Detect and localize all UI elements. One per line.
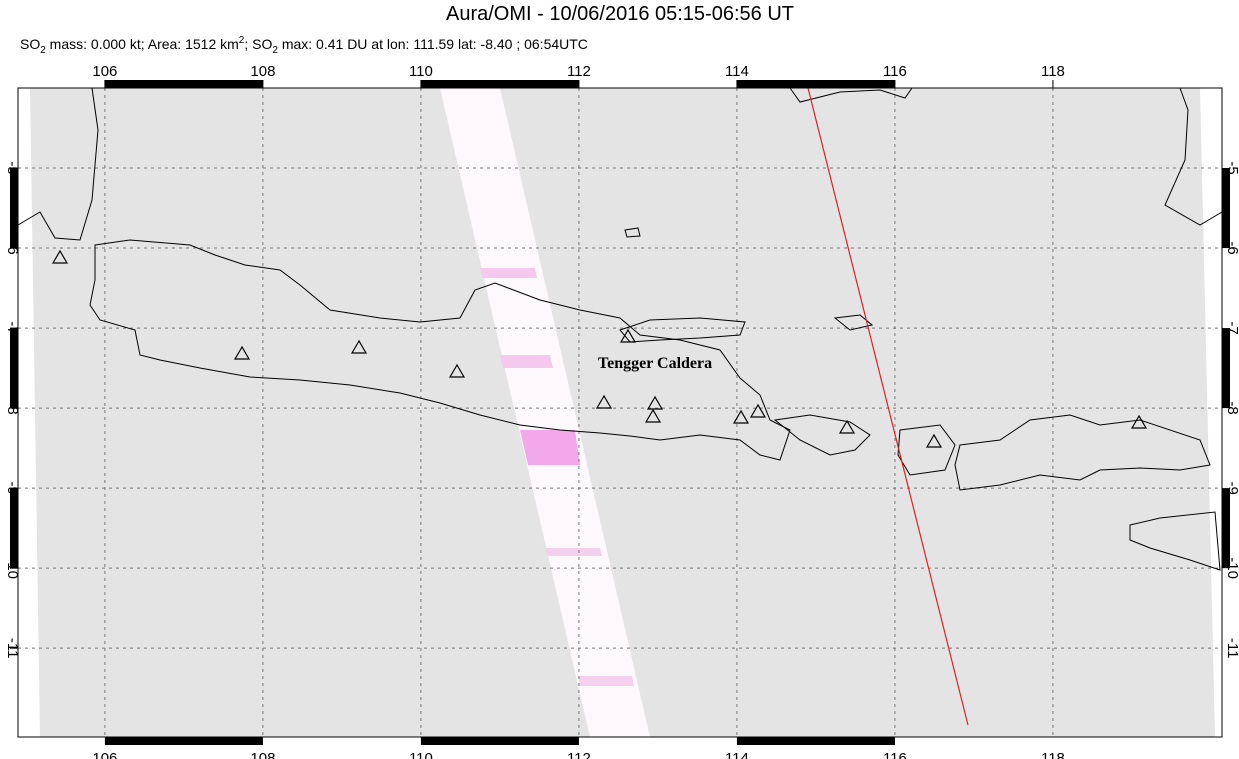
lat-tick-label: -11 [4, 638, 21, 659]
swath [440, 88, 650, 737]
lon-tick-label: 116 [883, 63, 907, 80]
frame-bar [10, 488, 18, 569]
volcanoes [51, 249, 1148, 448]
frame-bar [1222, 488, 1230, 569]
volcano [646, 395, 664, 410]
lon-tick-label: 110 [409, 750, 433, 759]
volcano [925, 433, 943, 448]
volcano-label: Tengger Caldera [598, 355, 712, 372]
lon-tick-label: 112 [567, 63, 591, 80]
frame-bar [420, 80, 579, 88]
lat-tick-label: -8 [1224, 401, 1239, 414]
lombok [897, 424, 956, 476]
lat-tick-label: -5 [4, 161, 21, 174]
subtitle-part: ; SO [244, 36, 272, 52]
swath-pixel [545, 548, 602, 556]
sumbawa [954, 414, 1211, 491]
lat-tick-label: -8 [4, 401, 21, 414]
frame-bar [104, 737, 263, 745]
frame-bar [420, 737, 579, 745]
grid [18, 88, 1222, 737]
lon-tick-label: 106 [92, 63, 117, 80]
volcano [732, 409, 750, 424]
sumatra [17, 87, 99, 241]
frame-bar [1222, 168, 1230, 249]
lon-tick-label: 114 [725, 63, 749, 80]
bali [773, 414, 871, 456]
swath-gap [18, 88, 40, 737]
subtitle-part: max: 0.41 DU at lon: 111.59 lat: -8.40 ;… [278, 36, 588, 52]
java [89, 239, 791, 461]
subtitle: SO2 mass: 0.000 kt; Area: 1512 km2; SO2 … [20, 35, 588, 56]
volcano [1130, 414, 1148, 429]
lon-tick-label: 118 [1041, 63, 1065, 80]
volcano [749, 403, 767, 418]
coastlines [17, 87, 1223, 571]
subtitle-part: mass: 0.000 kt; Area: 1512 km [46, 36, 239, 52]
lon-tick-label: 118 [1041, 750, 1065, 759]
volcano [595, 394, 613, 409]
lat-tick-label: -6 [4, 241, 21, 254]
lat-tick-label: -11 [1224, 638, 1239, 659]
sumba [1129, 511, 1221, 571]
lon-tick-label: 114 [725, 750, 749, 759]
madura [619, 317, 746, 343]
title: Aura/OMI - 10/06/2016 05:15-06:56 UT [446, 3, 794, 25]
lat-tick-label: -9 [1224, 481, 1239, 494]
swath-pixel [578, 676, 634, 686]
subtitle-part: SO [20, 36, 40, 52]
frame-bar [10, 328, 18, 409]
lon-tick-label: 112 [567, 750, 591, 759]
frame-bar [10, 168, 18, 249]
frame-border [17, 87, 1223, 738]
frame-bar [104, 80, 263, 88]
volcano [644, 408, 662, 423]
volcano [448, 363, 466, 378]
orbit-track [807, 87, 969, 726]
lon-tick-label: 106 [92, 750, 117, 759]
subtitle-sub: 2 [272, 45, 278, 56]
lon-tick-label: 116 [883, 750, 907, 759]
sulawesi [1164, 87, 1223, 226]
lat-tick-label: -10 [1224, 557, 1239, 579]
island [624, 227, 641, 238]
kalimantan [789, 87, 913, 103]
lat-tick-label: -7 [4, 321, 21, 334]
lon-tick-label: 108 [250, 750, 275, 759]
frame-bar [736, 737, 895, 745]
frame-bar [1222, 328, 1230, 409]
island [833, 314, 874, 331]
swath-gap [1200, 88, 1222, 737]
lat-tick-label: -10 [4, 557, 21, 579]
lat-tick-label: -6 [1224, 241, 1239, 254]
volcano [838, 419, 856, 434]
subtitle-sub: 2 [40, 45, 46, 56]
lat-tick-label: -9 [4, 481, 21, 494]
lat-tick-label: -7 [1224, 321, 1239, 334]
frame-bar [736, 80, 895, 88]
lon-tick-label: 108 [250, 63, 275, 80]
subtitle-sup: 2 [239, 35, 245, 46]
volcano [233, 345, 251, 360]
swath-pixel [520, 430, 580, 465]
lat-tick-label: -5 [1224, 161, 1239, 174]
swath-pixel [500, 355, 553, 368]
lon-tick-label: 110 [409, 63, 433, 80]
volcano [350, 339, 368, 354]
frame: 106 106 108 108 110 110 112 112 114 114 116 116 118 1… [4, 63, 1239, 759]
volcano [51, 249, 69, 264]
swath-pixel [480, 268, 537, 278]
volcano [619, 328, 637, 343]
